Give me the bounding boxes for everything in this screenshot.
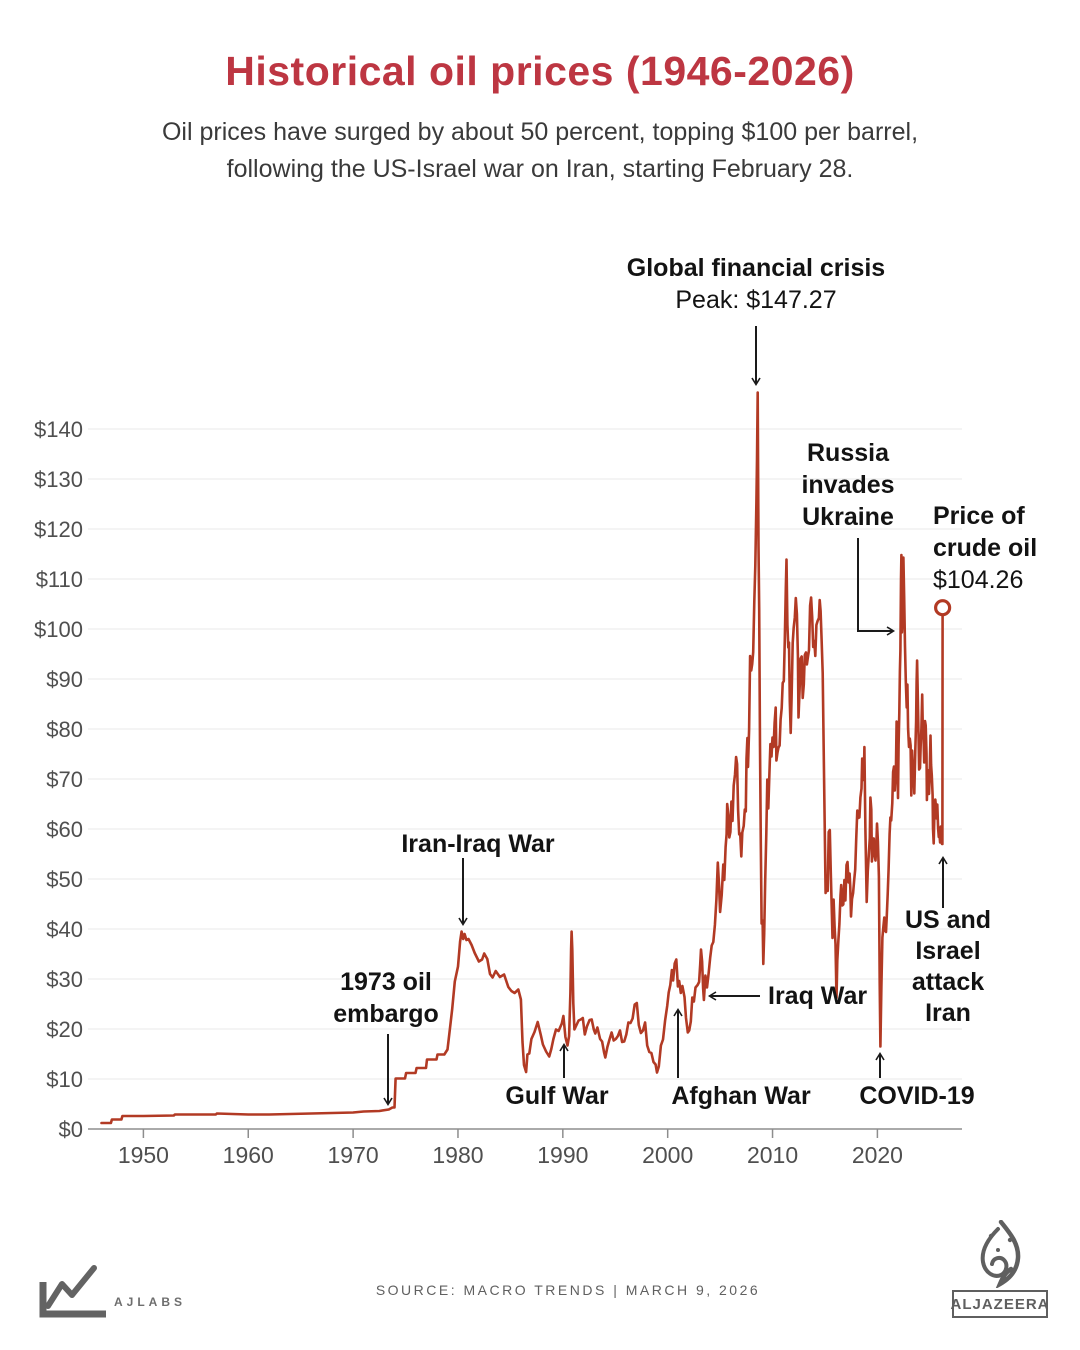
svg-text:$130: $130 [34,467,83,492]
page-title: Historical oil prices (1946-2026) [225,48,855,94]
svg-text:$30: $30 [46,967,83,992]
annotation-price-of-crude-oil: Price of crude oil $104.26 [933,500,1037,596]
ajlabs-chart-icon [39,1265,106,1318]
svg-text:$20: $20 [46,1017,83,1042]
annotation-us-israel-attack-iran: US and Israel attack Iran [905,905,991,1029]
subtitle-line-1: Oil prices have surged by about 50 perce… [161,118,919,146]
svg-text:2010: 2010 [747,1142,798,1168]
svg-text:1950: 1950 [118,1142,169,1168]
svg-text:$70: $70 [46,767,83,792]
svg-text:$40: $40 [46,917,83,942]
svg-text:$100: $100 [34,617,83,642]
annotation-line: US and [904,906,992,934]
ajlabs-label: AJLABS [114,1295,187,1309]
annotation-afghan-war: Afghan War [671,1082,811,1110]
aljazeera-wordmark: ALJAZEERA [950,1295,1050,1313]
annotation-peak-value: Peak: $147.27 [675,286,837,314]
annotation-line: Israel [915,937,981,965]
annotation-gulf-war: Gulf War [505,1082,609,1110]
svg-text:$140: $140 [34,417,83,442]
subtitle-line-2: following the US-Israel war on Iran, sta… [226,155,854,183]
annotation-line: embargo [333,1000,439,1028]
annotation-line: 1973 oil [340,968,432,996]
svg-text:$60: $60 [46,817,83,842]
page-subtitle: Oil prices have surged by about 50 perce… [0,114,1080,188]
annotation-covid-19: COVID-19 [859,1082,975,1110]
svg-text:$10: $10 [46,1067,83,1092]
svg-text:$0: $0 [59,1117,83,1142]
aljazeera-logo: ALJAZEERA [948,1220,1052,1324]
svg-text:$80: $80 [46,717,83,742]
svg-text:2000: 2000 [642,1142,693,1168]
ajlabs-logo: AJLABS [36,1246,296,1326]
annotation-line: Iran [925,999,971,1027]
annotation-iran-iraq-war: Iran-Iraq War [401,830,555,858]
annotation-line: crude oil [933,534,1038,562]
svg-text:1960: 1960 [223,1142,274,1168]
svg-text:2020: 2020 [852,1142,903,1168]
annotation-line: Russia [807,439,889,467]
annotation-global-financial-crisis: Global financial crisis Peak: $147.27 [627,252,885,316]
annotation-1973-oil-embargo: 1973 oil embargo [333,966,439,1030]
svg-text:1990: 1990 [537,1142,588,1168]
annotation-iraq-war: Iraq War [768,982,868,1010]
source-credit: SOURCE: MACRO TRENDS | MARCH 9, 2026 [375,1282,761,1298]
annotation-line: Price of [933,502,1025,530]
aljazeera-flame-icon [980,1220,1021,1288]
annotation-line: attack [911,968,985,996]
annotation-russia-invades-ukraine: Russia invades Ukraine [801,437,894,533]
annotation-line: invades [801,471,895,499]
svg-text:$50: $50 [46,867,83,892]
current-price-value: $104.26 [933,566,1024,594]
annotation-title: Global financial crisis [626,254,886,282]
svg-text:$120: $120 [34,517,83,542]
svg-text:1970: 1970 [328,1142,379,1168]
aljazeera-wordmark-box: ALJAZEERA [950,1290,1050,1318]
annotation-line: Ukraine [802,503,894,531]
svg-text:1980: 1980 [432,1142,483,1168]
svg-text:$90: $90 [46,667,83,692]
svg-text:$110: $110 [36,567,83,592]
